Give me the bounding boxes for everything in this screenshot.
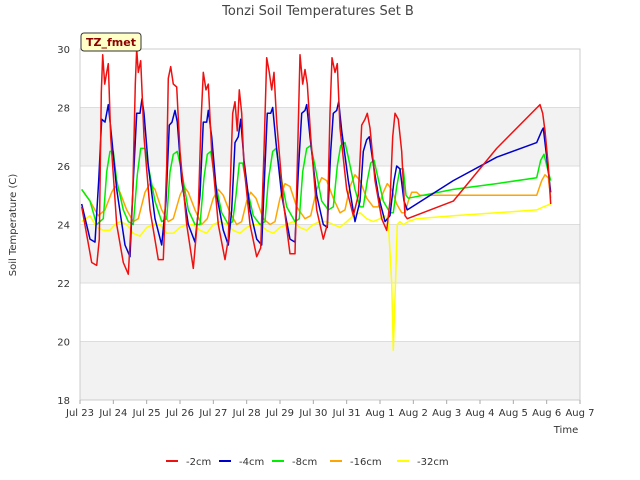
- series-line-2cmcm: [80, 48, 552, 275]
- y-axis-label: Soil Temperature (C): [8, 174, 19, 277]
- legend-item: -4cm: [219, 457, 264, 468]
- y-tick-label: 26: [57, 162, 70, 173]
- x-tick-label: Jul 30: [298, 408, 327, 419]
- x-axis-label: Time: [553, 425, 578, 436]
- x-tick-label: Aug 6: [532, 408, 561, 419]
- x-tick-label: Jul 28: [232, 408, 261, 419]
- legend: -2cm -4cm -8cm -16cm -32cm: [166, 457, 449, 468]
- y-tick-label: 24: [57, 221, 70, 232]
- x-tick-label: Jul 31: [332, 408, 361, 419]
- legend-label: -8cm: [292, 457, 317, 468]
- legend-item: -2cm: [166, 457, 211, 468]
- x-axis-ticks: Jul 23 Jul 24 Jul 25 Jul 26 Jul 27 Jul 28 Jul …: [65, 400, 595, 419]
- y-axis-ticks: 18 20 22 24 26 28 30: [57, 45, 70, 407]
- legend-label: -4cm: [239, 457, 264, 468]
- x-tick-label: Aug 2: [399, 408, 428, 419]
- x-tick-label: Jul 23: [65, 408, 94, 419]
- tz-fmet-badge-box: [80, 32, 142, 52]
- x-tick-label: Aug 1: [365, 408, 394, 419]
- chart-title: Tonzi Soil Temperatures Set B: [221, 4, 414, 19]
- y-tick-label: 22: [57, 279, 70, 290]
- tz-fmet-badge-label: TZ_fmet: [86, 36, 136, 49]
- series-line-32cmcm: [81, 203, 551, 352]
- plot-area-border: [79, 48, 581, 401]
- legend-item: -16cm: [330, 457, 382, 468]
- grid-band: [80, 341, 580, 400]
- x-tick-label: Jul 25: [132, 408, 161, 419]
- legend-label: -32cm: [417, 457, 449, 468]
- x-tick-label: Aug 4: [465, 408, 494, 419]
- x-tick-label: Jul 26: [165, 408, 194, 419]
- y-tick-label: 30: [57, 45, 70, 56]
- legend-label: -16cm: [350, 457, 382, 468]
- y-tick-label: 18: [57, 396, 70, 407]
- y-tick-label: 20: [57, 338, 70, 349]
- x-tick-label: Jul 27: [198, 408, 227, 419]
- legend-label: -2cm: [186, 457, 211, 468]
- y-tick-label: 28: [57, 104, 70, 115]
- legend-item: -8cm: [272, 457, 317, 468]
- x-tick-label: Jul 29: [265, 408, 294, 419]
- x-tick-label: Aug 3: [432, 408, 461, 419]
- series-lines: [80, 48, 552, 352]
- tz-fmet-badge: TZ_fmet: [80, 32, 142, 52]
- x-tick-label: Aug 7: [565, 408, 594, 419]
- grid-band: [80, 224, 580, 283]
- x-tick-label: Aug 5: [499, 408, 528, 419]
- legend-item: -32cm: [397, 457, 449, 468]
- x-tick-label: Jul 24: [98, 408, 127, 419]
